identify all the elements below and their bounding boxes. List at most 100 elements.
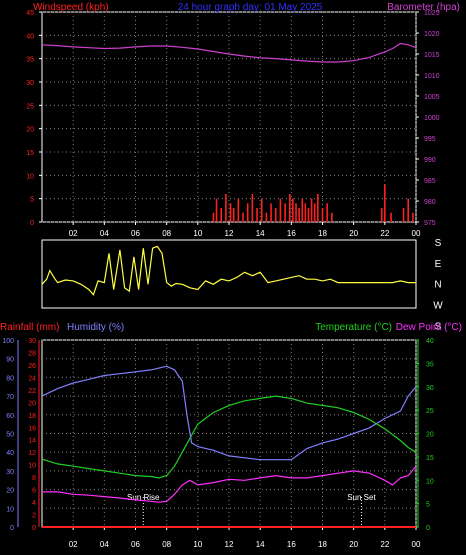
time-tick-label: 22 — [380, 229, 389, 238]
windspeed-bar — [331, 212, 333, 222]
humidity-tick-label: 0 — [10, 525, 14, 532]
windspeed-bar — [229, 203, 232, 222]
rainfall-tick-label: 28 — [28, 350, 36, 357]
sun-marker-label: Sun Rise — [127, 493, 160, 502]
rainfall-tick-label: 12 — [28, 450, 36, 457]
rainfall-tick-label: 18 — [28, 413, 36, 420]
temperature-tick-label: 30 — [426, 385, 434, 392]
time-tick-label: 20 — [349, 540, 358, 549]
rainfall-tick-label: 16 — [28, 425, 36, 432]
barometer-label: Barometer (hpa) — [387, 2, 460, 13]
rainfall-tick-label: 20 — [28, 400, 36, 407]
humidity-axis-ticks: 0 10 20 30 40 50 60 70 80 90 100 — [2, 338, 19, 532]
windspeed-bar — [402, 208, 405, 222]
barometer-tick-label: 980 — [424, 199, 436, 206]
windspeed-tick-label: 5 — [30, 197, 34, 204]
compass-label: S — [435, 321, 442, 332]
time-tick-label: 12 — [225, 540, 234, 549]
time-tick-label: 16 — [287, 229, 296, 238]
windspeed-bar — [274, 208, 277, 222]
chart-title: 24 hour graph day: 01 May 2025 — [178, 2, 323, 13]
time-tick-label: 08 — [162, 540, 171, 549]
rainfall-tick-label: 2 — [32, 513, 36, 520]
temperature-tick-label: 25 — [426, 408, 434, 415]
windspeed-tick-label: 40 — [26, 33, 34, 40]
time-tick-label: 12 — [225, 229, 234, 238]
windspeed-bar — [256, 208, 258, 222]
barometer-tick-label: 990 — [424, 157, 436, 164]
time-tick-label: 04 — [100, 540, 109, 549]
time-axis-ticks-bottom: 02 04 06 08 10 12 14 16 18 20 22 00 — [69, 527, 421, 549]
rainfall-tick-label: 22 — [28, 388, 36, 395]
time-tick-label: 18 — [318, 540, 327, 549]
temperature-line — [41, 395, 417, 479]
windspeed-bar — [279, 198, 282, 222]
windspeed-bar — [317, 194, 319, 222]
windspeed-bar — [295, 203, 297, 222]
windspeed-label: Windspeed (kph) — [33, 2, 109, 13]
humidity-tick-label: 30 — [6, 469, 14, 476]
time-tick-label: 10 — [193, 540, 202, 549]
windspeed-bar — [215, 198, 218, 222]
time-tick-label: 14 — [256, 540, 265, 549]
windspeed-tick-label: 20 — [26, 127, 34, 134]
windspeed-tick-label: 15 — [26, 150, 34, 157]
time-axis-ticks-top: 02 04 06 08 10 12 14 16 18 20 22 00 — [69, 222, 421, 238]
rainfall-tick-label: 24 — [28, 375, 36, 382]
compass-label: W — [433, 301, 443, 312]
windspeed-bar — [384, 184, 386, 222]
windspeed-bar — [220, 208, 223, 222]
windspeed-bar — [260, 198, 263, 222]
windspeed-bar — [407, 198, 410, 222]
windspeed-tick-label: 30 — [26, 80, 34, 87]
humidity-tick-label: 10 — [6, 506, 14, 513]
windspeed-bar — [251, 194, 254, 222]
humidity-tick-label: 80 — [6, 375, 14, 382]
windspeed-bar — [390, 212, 392, 222]
barometer-tick-label: 995 — [424, 136, 436, 143]
humidity-tick-label: 70 — [6, 394, 14, 401]
windspeed-bars — [212, 184, 414, 222]
windspeed-bar — [225, 194, 227, 222]
windspeed-bar — [298, 208, 300, 222]
barometer-tick-label: 1000 — [424, 115, 440, 122]
windspeed-bar — [242, 212, 244, 222]
humidity-tick-label: 90 — [6, 357, 14, 364]
windspeed-bar — [304, 203, 307, 222]
windspeed-bar — [270, 203, 272, 222]
time-tick-label: 00 — [412, 540, 421, 549]
humidity-label: Humidity (%) — [67, 322, 124, 333]
windspeed-bar — [412, 212, 414, 222]
time-tick-label: 10 — [193, 229, 202, 238]
humidity-line — [41, 365, 417, 461]
time-tick-label: 00 — [412, 229, 421, 238]
windspeed-bar — [321, 208, 324, 222]
time-tick-label: 06 — [131, 229, 140, 238]
rainfall-tick-label: 8 — [32, 475, 36, 482]
barometer-tick-label: 1005 — [424, 94, 440, 101]
rainfall-label: Rainfall (mm) — [0, 322, 59, 333]
temperature-tick-label: 40 — [426, 338, 434, 345]
windspeed-bar — [326, 203, 328, 222]
wind-barometer-grid — [42, 11, 417, 223]
sun-annotations: Sun Rise Sun Set — [127, 493, 376, 527]
temperature-tick-label: 20 — [426, 432, 434, 439]
time-tick-label: 14 — [256, 229, 265, 238]
rainfall-tick-label: 4 — [32, 500, 36, 507]
rainfall-tick-label: 6 — [32, 488, 36, 495]
time-tick-label: 04 — [100, 229, 109, 238]
time-tick-label: 16 — [287, 540, 296, 549]
windspeed-bar — [307, 208, 310, 222]
windspeed-bar — [292, 198, 294, 222]
temperature-tick-label: 15 — [426, 455, 434, 462]
humidity-tick-label: 60 — [6, 413, 14, 420]
windspeed-bar — [301, 198, 304, 222]
compass-label: E — [435, 259, 442, 270]
sun-marker-label: Sun Set — [347, 493, 376, 502]
temperature-tick-label: 35 — [426, 361, 434, 368]
windspeed-bar — [313, 203, 316, 222]
time-tick-label: 18 — [318, 229, 327, 238]
